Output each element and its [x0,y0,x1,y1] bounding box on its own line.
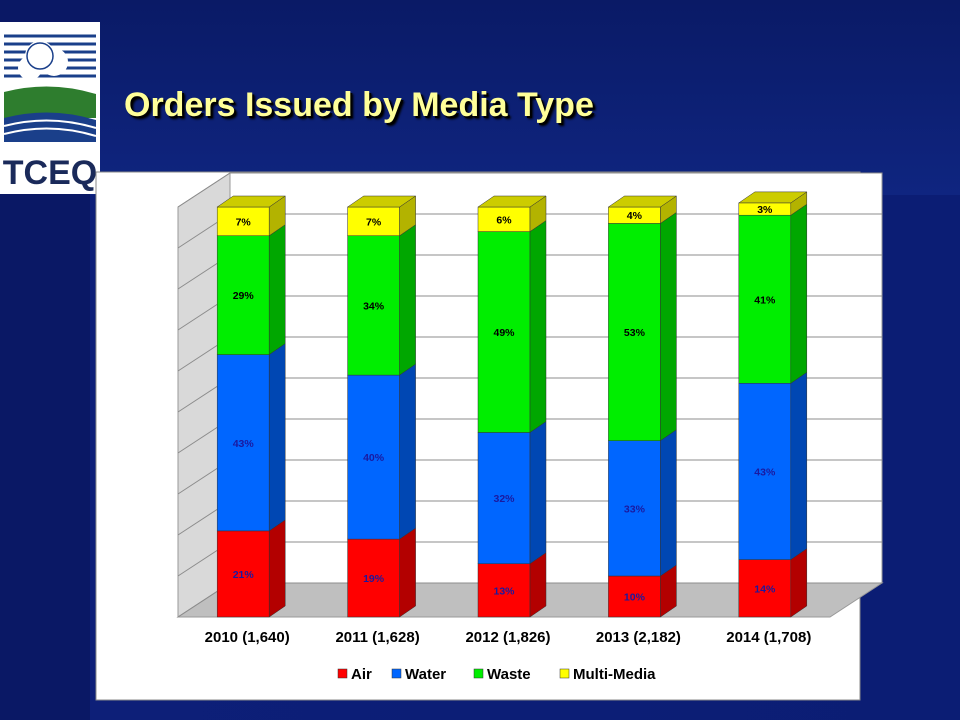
title-band [90,0,960,195]
bar-side [660,429,677,577]
bar-side [790,203,808,384]
data-label: 43% [754,466,776,478]
y-tick-label: 80% [130,281,160,298]
x-tick-label: 2014 (1,708) [726,629,811,646]
legend-item: Multi-Media [559,666,656,683]
data-label: 7% [366,216,382,228]
bar-side [660,211,677,442]
data-label: 19% [363,573,385,585]
bar-segment [738,214,792,384]
legend-swatch [559,668,570,679]
bar-stack: 14% 43% 41% 3% [737,191,808,618]
tceq-logo: TCEQ [0,22,100,194]
y-axis: 0% 10% 20% 30% 40% 50% 60% 70% 80% 90% 100% [122,199,160,626]
bar-side [529,220,547,433]
x-tick-label: 2012 (1,826) [465,629,550,646]
logo-text: TCEQ [3,154,97,192]
bar-top [477,195,547,208]
legend-label: Waste [487,666,531,683]
bar-segment [347,538,400,618]
y-tick-label: 100% [122,199,160,216]
bar-side [399,363,416,540]
slide-title: Orders Issued by Media Type [124,86,594,124]
bar-top [607,195,678,208]
y-tick-label: 90% [130,240,160,257]
data-label: 41% [754,294,776,306]
legend-swatch [337,668,348,679]
data-label: 3% [757,204,773,216]
legend-label: Multi-Media [573,666,656,683]
y-tick-label: 30% [130,486,160,503]
y-tick-label: 20% [130,527,160,544]
data-label: 6% [496,214,512,226]
x-tick-label: 2013 (2,182) [596,629,681,646]
bar-segment [608,575,661,618]
bar-side [399,224,416,376]
data-label: 32% [493,493,515,505]
bar-side [529,421,547,565]
legend-item: Water [391,666,446,683]
bar-side [790,548,808,618]
y-tick-label: 40% [130,445,160,462]
legend-item: Waste [473,666,531,683]
y-tick-label: 60% [130,363,160,380]
y-tick-label: 10% [130,568,160,585]
bar-segment [608,223,661,441]
bar-side [399,527,416,618]
legend-swatch [391,668,402,679]
bar-segment [216,530,270,618]
legend-label: Air [351,666,372,683]
legend: Air Water Waste Multi-Media [337,666,656,683]
data-label: 14% [754,583,776,595]
legend-swatch [473,668,484,679]
x-axis: 2010 (1,640) 2011 (1,628) 2012 (1,826) 2013… [205,629,812,646]
data-label: 13% [493,585,515,597]
legend-label: Water [405,666,446,683]
bar-side [268,224,286,356]
bar-side [790,371,808,561]
y-tick-label: 0% [138,609,160,626]
data-label: 21% [233,569,255,581]
x-tick-label: 2011 (1,628) [335,629,419,646]
data-label: 34% [363,300,385,312]
bars: 21% 43% 29% 7% 19% 40% 34% 7% 13% 32% 49% 6% 10% 33% 5… [216,191,808,618]
data-label: 29% [233,290,255,302]
x-tick-label: 2010 (1,640) [205,629,290,646]
bar-segment [347,374,400,540]
bar-segment [216,235,270,355]
bar-segment [738,559,792,618]
data-label: 49% [493,327,515,339]
data-label: 4% [627,210,643,222]
bar-top [346,195,417,208]
bar-stack: 21% 43% 29% 7% [216,195,287,618]
data-label: 40% [363,452,385,464]
bar-top [737,191,808,204]
data-label: 43% [233,438,255,450]
bar-top [216,195,287,208]
bar-segment [477,231,531,433]
data-label: 53% [624,327,646,339]
bar-segment [216,206,270,236]
data-label: 33% [624,503,646,515]
bar-segment [347,235,400,376]
data-label: 7% [236,216,252,228]
y-tick-label: 50% [130,404,160,421]
bar-stack: 19% 40% 34% 7% [346,195,417,618]
bar-segment [477,563,531,618]
bar-side [268,519,286,618]
y-tick-label: 70% [130,322,160,339]
bar-segment [738,383,792,560]
bar-stack: 13% 32% 49% 6% [477,195,547,618]
bar-side [268,343,286,532]
bar-stack: 10% 33% 53% 4% [607,195,678,618]
data-label: 10% [624,592,646,604]
gridline [177,172,882,208]
legend-item: Air [337,666,372,683]
